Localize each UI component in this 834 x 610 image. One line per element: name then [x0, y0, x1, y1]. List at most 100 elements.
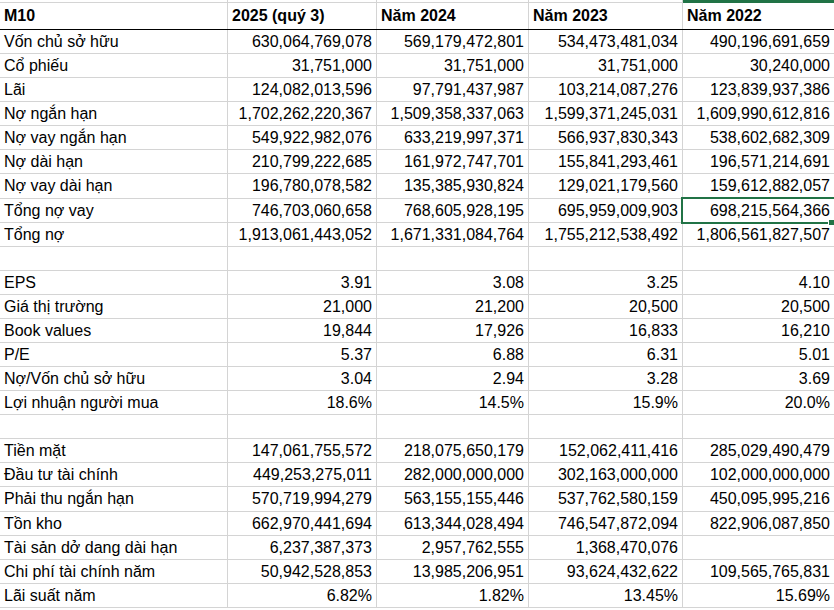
cell[interactable]: 102,000,000,000 — [683, 463, 834, 486]
cell[interactable]: 1.82% — [377, 584, 529, 607]
cell[interactable]: 109,565,765,831 — [683, 560, 834, 583]
cell[interactable]: 1,702,262,220,367 — [228, 102, 377, 125]
cell[interactable]: 534,473,481,034 — [529, 30, 683, 53]
cell[interactable]: 746,547,872,094 — [529, 512, 683, 535]
cell[interactable]: 18.6% — [228, 391, 377, 414]
cell[interactable]: 14.5% — [377, 391, 529, 414]
cell[interactable]: 1,913,061,443,052 — [228, 223, 377, 246]
cell[interactable]: 135,385,930,824 — [377, 174, 529, 197]
cell[interactable]: 3.25 — [529, 271, 683, 294]
cell[interactable]: 196,780,078,582 — [228, 174, 377, 197]
cell[interactable]: 6.88 — [377, 343, 529, 366]
active-cell-border[interactable] — [681, 197, 834, 224]
cell[interactable]: 768,605,928,195 — [377, 199, 529, 222]
cell[interactable]: 30,240,000 — [683, 54, 834, 77]
cell[interactable]: 563,155,155,446 — [377, 487, 529, 510]
cell[interactable]: 19,844 — [228, 319, 377, 342]
cell[interactable]: 103,214,087,276 — [529, 78, 683, 101]
row-label[interactable]: Nợ dài hạn — [0, 150, 228, 173]
cell[interactable]: 1,806,561,827,507 — [683, 223, 834, 246]
cell[interactable]: 17,926 — [377, 319, 529, 342]
row-label[interactable]: Phải thu ngắn hạn — [0, 487, 228, 510]
cell[interactable]: 31,751,000 — [377, 54, 529, 77]
cell[interactable]: 1,671,331,084,764 — [377, 223, 529, 246]
cell[interactable]: 3.08 — [377, 271, 529, 294]
column-header[interactable]: M10 — [0, 3, 228, 29]
cell[interactable]: 1,368,470,076 — [529, 536, 683, 559]
cell[interactable]: 13.45% — [529, 584, 683, 607]
cell[interactable]: 31,751,000 — [228, 54, 377, 77]
cell[interactable]: 3.04 — [228, 367, 377, 390]
cell[interactable]: 152,062,411,416 — [529, 439, 683, 462]
cell[interactable]: 3.28 — [529, 367, 683, 390]
row-label[interactable]: Book values — [0, 319, 228, 342]
cell[interactable]: 3.91 — [228, 271, 377, 294]
cell[interactable]: 4.10 — [683, 271, 834, 294]
row-label[interactable]: Tiền mặt — [0, 439, 228, 462]
cell[interactable]: 1,609,990,612,816 — [683, 102, 834, 125]
cell[interactable]: 695,959,009,903 — [529, 199, 683, 222]
cell[interactable] — [228, 415, 377, 438]
cell[interactable]: 537,762,580,159 — [529, 487, 683, 510]
row-label[interactable]: EPS — [0, 271, 228, 294]
cell[interactable]: 124,082,013,596 — [228, 78, 377, 101]
cell[interactable] — [529, 415, 683, 438]
cell[interactable]: 6,237,387,373 — [228, 536, 377, 559]
row-label[interactable]: Tồn kho — [0, 512, 228, 535]
cell[interactable]: 6.31 — [529, 343, 683, 366]
cell[interactable]: 746,703,060,658 — [228, 199, 377, 222]
cell[interactable] — [683, 415, 834, 438]
column-header[interactable]: Năm 2023 — [529, 3, 683, 29]
row-label[interactable]: Vốn chủ sở hữu — [0, 30, 228, 53]
cell[interactable]: 93,624,432,622 — [529, 560, 683, 583]
cell[interactable]: 50,942,528,853 — [228, 560, 377, 583]
cell[interactable]: 2.94 — [377, 367, 529, 390]
cell[interactable]: 5.01 — [683, 343, 834, 366]
row-label[interactable]: Đầu tư tài chính — [0, 463, 228, 486]
cell[interactable] — [377, 415, 529, 438]
row-label[interactable] — [0, 415, 228, 438]
cell[interactable]: 159,612,882,057 — [683, 174, 834, 197]
cell[interactable]: 16,833 — [529, 319, 683, 342]
cell[interactable]: 5.37 — [228, 343, 377, 366]
row-label[interactable]: Chi phí tài chính năm — [0, 560, 228, 583]
row-label[interactable]: Lãi suất năm — [0, 584, 228, 607]
row-label[interactable]: Tổng nợ vay — [0, 199, 228, 222]
row-label[interactable]: Tài sản dở dang dài hạn — [0, 536, 228, 559]
cell[interactable]: 282,000,000,000 — [377, 463, 529, 486]
cell[interactable]: 196,571,214,691 — [683, 150, 834, 173]
row-label[interactable]: P/E — [0, 343, 228, 366]
cell[interactable]: 129,021,179,560 — [529, 174, 683, 197]
cell[interactable]: 1,509,358,337,063 — [377, 102, 529, 125]
cell[interactable]: 569,179,472,801 — [377, 30, 529, 53]
cell[interactable]: 20.0% — [683, 391, 834, 414]
cell[interactable]: 16,210 — [683, 319, 834, 342]
cell[interactable]: 97,791,437,987 — [377, 78, 529, 101]
cell[interactable]: 2,957,762,555 — [377, 536, 529, 559]
cell[interactable] — [228, 247, 377, 270]
cell[interactable] — [529, 247, 683, 270]
row-label[interactable]: Nợ ngắn hạn — [0, 102, 228, 125]
cell[interactable]: 450,095,995,216 — [683, 487, 834, 510]
cell[interactable]: 147,061,755,572 — [228, 439, 377, 462]
cell[interactable]: 123,839,937,386 — [683, 78, 834, 101]
cell[interactable]: 31,751,000 — [529, 54, 683, 77]
cell[interactable] — [683, 247, 834, 270]
cell[interactable]: 161,972,747,701 — [377, 150, 529, 173]
row-label[interactable]: Nợ vay ngắn hạn — [0, 126, 228, 149]
cell[interactable]: 630,064,769,078 — [228, 30, 377, 53]
cell[interactable]: 549,922,982,076 — [228, 126, 377, 149]
cell[interactable]: 3.69 — [683, 367, 834, 390]
cell[interactable]: 302,163,000,000 — [529, 463, 683, 486]
cell[interactable] — [377, 247, 529, 270]
cell[interactable]: 20,500 — [683, 295, 834, 318]
row-label[interactable]: Cổ phiếu — [0, 54, 228, 77]
cell[interactable]: 15.9% — [529, 391, 683, 414]
cell[interactable]: 285,029,490,479 — [683, 439, 834, 462]
column-header[interactable]: Năm 2022 — [683, 3, 834, 29]
cell[interactable]: 449,253,275,011 — [228, 463, 377, 486]
column-header[interactable]: Năm 2024 — [377, 3, 529, 29]
row-label[interactable] — [0, 247, 228, 270]
cell[interactable]: 6.82% — [228, 584, 377, 607]
cell[interactable]: 822,906,087,850 — [683, 512, 834, 535]
